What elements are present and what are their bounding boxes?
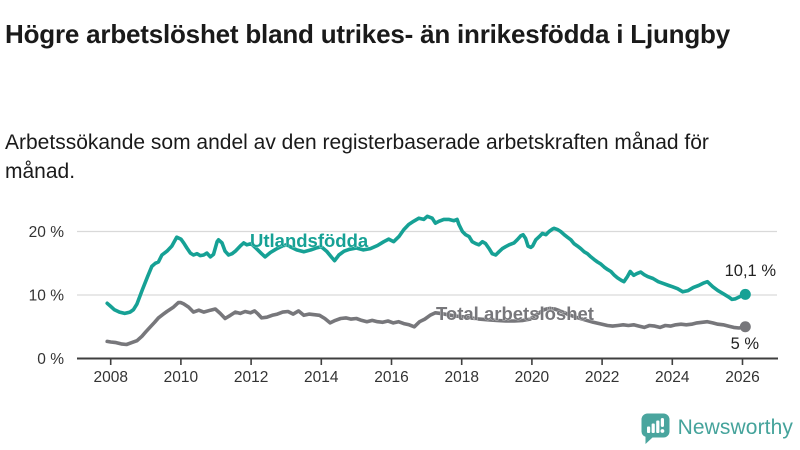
y-axis-tick-label: 20 % bbox=[29, 224, 65, 241]
unemployment-line-chart: 0 % 10 % 20 % 2008 2010 2012 2014 2016 2018 2020 2… bbox=[29, 214, 778, 386]
chart-subtitle: Arbetssökande som andel av den registerb… bbox=[5, 131, 709, 183]
x-axis-tick-label: 2020 bbox=[515, 369, 550, 386]
bar-chart-speech-bubble-icon bbox=[641, 413, 670, 444]
series-end-value-label: 5 % bbox=[731, 335, 760, 353]
series-line-utlandsfodda bbox=[105, 214, 748, 316]
page-title: Högre arbetslöshet bland utrikes- än inr… bbox=[5, 19, 730, 50]
x-axis-tick-label: 2018 bbox=[444, 369, 478, 386]
brand-name: Newsworthy bbox=[677, 416, 793, 439]
series-line-total bbox=[105, 300, 748, 347]
x-axis-tick-label: 2014 bbox=[304, 369, 339, 386]
y-axis-tick-label: 10 % bbox=[29, 288, 65, 305]
series-label: Utlandsfödda bbox=[250, 230, 369, 251]
x-axis-tick-label: 2024 bbox=[655, 369, 690, 386]
series-end-value-label: 10,1 % bbox=[725, 262, 777, 280]
x-axis-tick-label: 2016 bbox=[374, 369, 408, 386]
x-axis-tick-label: 2012 bbox=[234, 369, 268, 386]
series-end-dot bbox=[739, 288, 751, 300]
newsworthy-logo[interactable]: Newsworthy bbox=[640, 412, 793, 444]
x-axis-tick-label: 2022 bbox=[585, 369, 619, 386]
series-label: Total arbetslöshet bbox=[436, 303, 594, 324]
x-axis-tick-label: 2008 bbox=[93, 369, 127, 386]
y-axis-tick-label: 0 % bbox=[37, 351, 64, 368]
series-end-dot bbox=[739, 321, 751, 333]
x-axis-tick-label: 2026 bbox=[725, 369, 759, 386]
x-axis-tick-label: 2010 bbox=[164, 369, 199, 386]
